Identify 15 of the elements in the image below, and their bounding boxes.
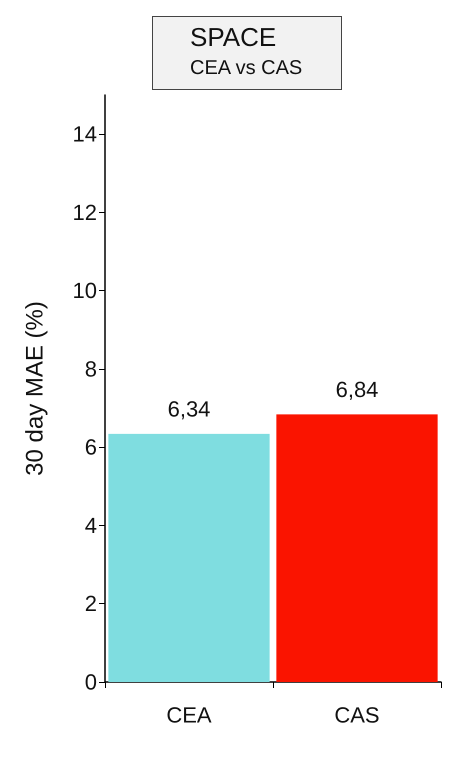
- x-tick-label: CEA: [166, 702, 212, 728]
- data-label: 6,84: [336, 376, 378, 402]
- y-tick-label: 6: [84, 434, 97, 460]
- chart-title: SPACE: [190, 22, 276, 52]
- chart-subtitle: CEA vs CAS: [190, 57, 302, 79]
- y-tick-label: 10: [72, 278, 97, 304]
- y-tick-label: 8: [84, 356, 97, 382]
- y-tick-label: 14: [72, 122, 97, 147]
- y-axis-title: 30 day MAE (%): [22, 301, 48, 476]
- y-tick-label: 12: [72, 200, 97, 225]
- data-label: 6,34: [168, 396, 210, 422]
- y-tick-label: 2: [84, 591, 97, 616]
- x-tick-label: CAS: [334, 702, 380, 728]
- y-tick-label: 4: [84, 512, 97, 538]
- y-tick-label: 0: [84, 670, 97, 694]
